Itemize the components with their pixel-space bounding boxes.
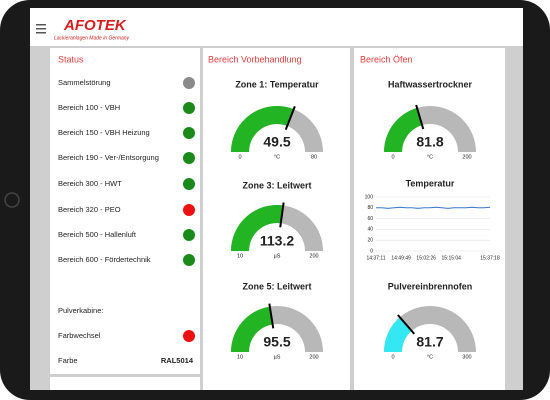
panel-title: Bereich Öfen bbox=[360, 54, 413, 64]
panel bbox=[50, 377, 200, 390]
gauge-unit: °C bbox=[427, 354, 433, 360]
gauge-max: 200 bbox=[309, 354, 318, 360]
gauge-fill bbox=[384, 107, 423, 152]
chart-title: Temperatur bbox=[406, 178, 455, 188]
gauge-min: 0 bbox=[238, 154, 241, 160]
panel bbox=[50, 48, 200, 374]
gauge-needle bbox=[415, 104, 425, 130]
gauge-unit: °C bbox=[427, 154, 433, 160]
x-tick-label: 15:15:04 bbox=[442, 255, 462, 261]
menu-button[interactable] bbox=[36, 24, 46, 34]
gauge-value: 49.5 bbox=[263, 134, 290, 150]
status-label: Bereich 600 - Fördertechnik bbox=[58, 255, 151, 264]
gauge-unit: µS bbox=[274, 354, 281, 360]
status-indicator bbox=[183, 152, 195, 164]
status-label: Bereich 300 - HWT bbox=[58, 179, 122, 188]
gauge-needle bbox=[268, 303, 275, 329]
panel-title: Bereich Vorbehandlung bbox=[208, 54, 302, 64]
gauge-value: 81.8 bbox=[416, 134, 443, 150]
gauge-needle bbox=[284, 106, 296, 131]
header-bar bbox=[30, 8, 523, 46]
status-value: RAL5014 bbox=[161, 356, 194, 365]
gauge-title: Zone 1: Temperatur bbox=[235, 79, 319, 89]
gauge-value: 95.5 bbox=[263, 334, 290, 350]
status-indicator bbox=[183, 254, 195, 266]
gauge-unit: °C bbox=[274, 154, 280, 160]
gauge-max: 80 bbox=[311, 154, 317, 160]
gauge-min: 0 bbox=[391, 154, 394, 160]
gauge-fill bbox=[230, 204, 284, 251]
gauge-min: 10 bbox=[237, 354, 243, 360]
status-label: Bereich 500 - Hallenluft bbox=[58, 230, 137, 239]
gauge-title: Zone 3: Leitwert bbox=[242, 180, 311, 190]
gauge-fill bbox=[230, 105, 294, 152]
status-indicator bbox=[183, 178, 195, 190]
x-tick-label: 15:37:18 bbox=[480, 255, 500, 261]
status-label: Farbwechsel bbox=[58, 331, 101, 340]
status-label: Bereich 190 - Ver-/Entsorgung bbox=[58, 153, 159, 162]
y-tick-label: 0 bbox=[370, 248, 373, 254]
panel bbox=[354, 48, 505, 390]
y-tick-label: 40 bbox=[367, 227, 373, 233]
gauge-title: Zone 5: Leitwert bbox=[242, 281, 311, 291]
status-indicator bbox=[183, 330, 195, 342]
status-label: Bereich 150 - VBH Heizung bbox=[58, 128, 150, 137]
status-label: Bereich 320 - PEO bbox=[58, 205, 121, 214]
gauge-max: 200 bbox=[309, 253, 318, 259]
gauge-track bbox=[384, 306, 476, 352]
gauge-min: 0 bbox=[391, 354, 394, 360]
status-label: Bereich 100 - VBH bbox=[58, 103, 120, 112]
status-indicator bbox=[183, 229, 195, 241]
x-tick-label: 14:37:11 bbox=[366, 255, 385, 261]
gauge-unit: µS bbox=[274, 253, 281, 259]
status-indicator bbox=[183, 127, 195, 139]
y-tick-label: 60 bbox=[367, 216, 373, 222]
home-button bbox=[4, 192, 20, 208]
gauge-title: Haftwassertrockner bbox=[388, 79, 473, 89]
y-tick-label: 100 bbox=[365, 194, 374, 200]
x-tick-label: 14:49:49 bbox=[391, 255, 411, 261]
gauge-title: Pulvereinbrennofen bbox=[388, 281, 473, 291]
logo: AFOTEK bbox=[63, 17, 127, 34]
gauge-fill bbox=[384, 317, 412, 352]
status-label: Sammelstörung bbox=[58, 78, 111, 87]
y-tick-label: 20 bbox=[367, 238, 373, 244]
status-indicator bbox=[183, 77, 195, 89]
gauge-value: 81.7 bbox=[416, 334, 443, 350]
trend-line bbox=[376, 206, 491, 209]
gauge-needle bbox=[397, 314, 416, 335]
gauge-max: 200 bbox=[462, 154, 471, 160]
status-indicator bbox=[183, 204, 195, 216]
status-label: Farbe bbox=[58, 356, 78, 365]
section-label: Pulverkabine: bbox=[58, 306, 103, 315]
x-tick-label: 15:02:26 bbox=[416, 255, 436, 261]
gauge-needle bbox=[279, 202, 285, 228]
tagline: Lackieranlagen Made in Germany bbox=[54, 35, 130, 41]
gauge-fill bbox=[231, 306, 273, 352]
gauge-min: 10 bbox=[237, 253, 243, 259]
gauge-max: 300 bbox=[462, 354, 471, 360]
y-tick-label: 80 bbox=[367, 205, 373, 211]
panel-title: Status bbox=[58, 54, 84, 64]
status-indicator bbox=[183, 102, 195, 114]
gauge-value: 113.2 bbox=[260, 233, 294, 249]
